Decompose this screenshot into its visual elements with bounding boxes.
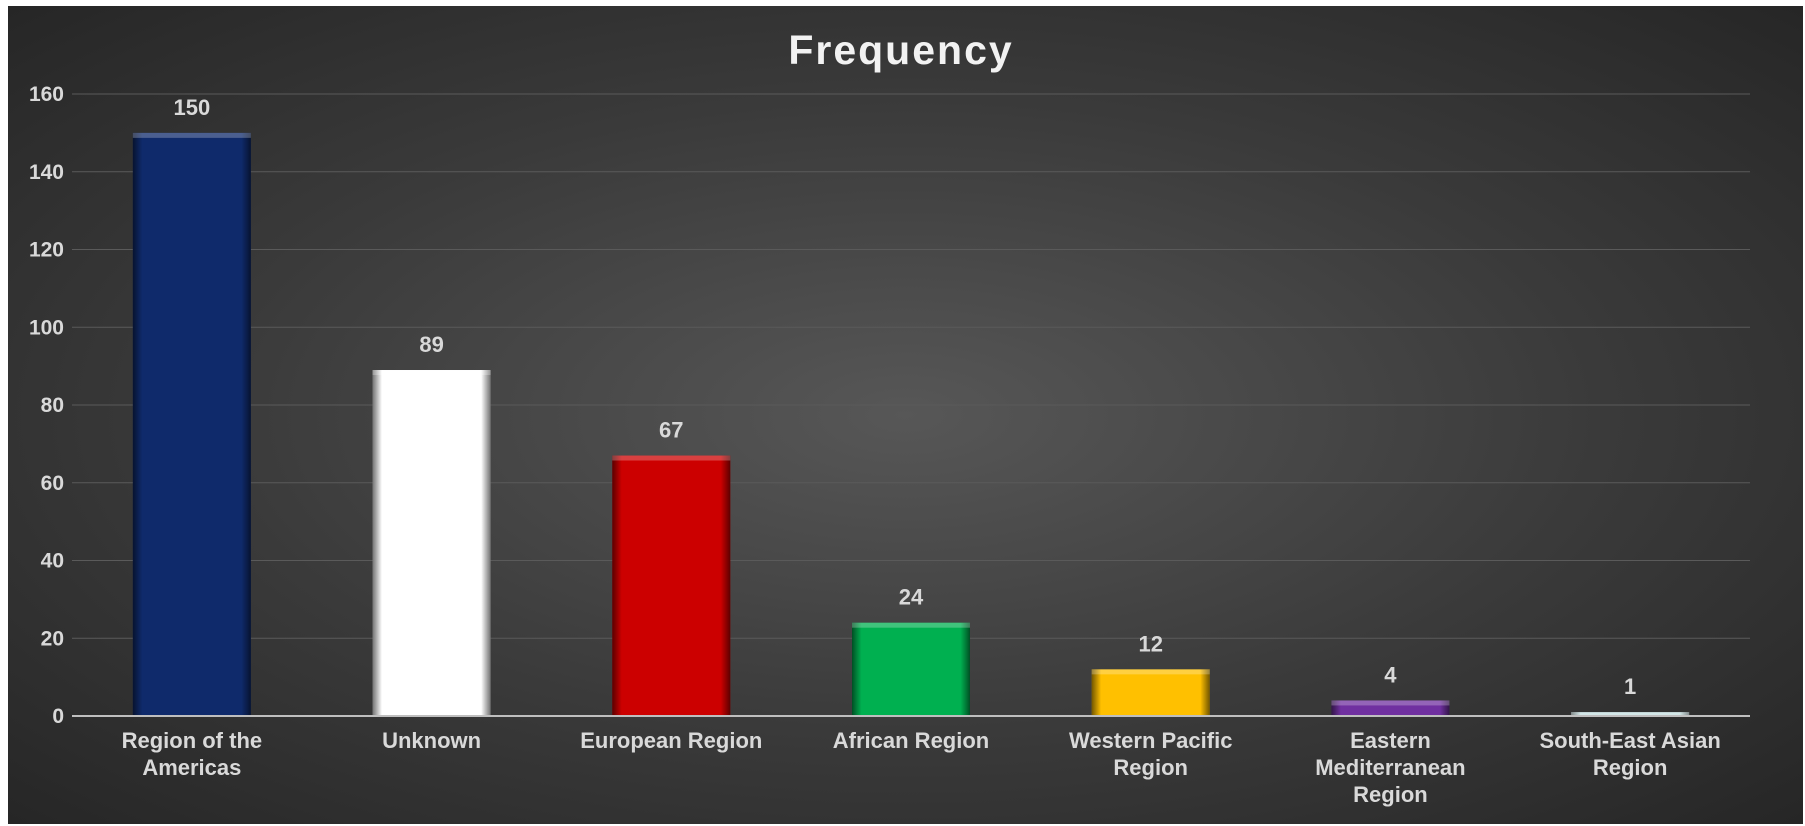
bar-bevel	[132, 132, 251, 716]
bar-chart: 150 89 67 24 12 4 1 0 20 40 60 80 100 120 140 160 Regi…	[29, 27, 1750, 807]
y-tick-label: 40	[41, 550, 64, 573]
data-label: 24	[899, 585, 924, 610]
y-tick-label: 60	[41, 472, 64, 495]
bar-bevel	[1331, 700, 1450, 716]
bar-bevel	[1571, 712, 1690, 716]
data-label: 12	[1138, 631, 1162, 656]
y-tick-label: 120	[29, 239, 64, 262]
x-category-label: Western Pacific	[1069, 728, 1232, 753]
data-label: 89	[419, 332, 443, 357]
chart-title: Frequency	[788, 27, 1013, 73]
data-labels: 150 89 67 24 12 4 1	[173, 95, 1636, 699]
x-category-label: Region	[1113, 755, 1188, 780]
y-tick-label: 140	[29, 161, 64, 184]
bar-top-highlight	[852, 622, 970, 628]
x-category-label: Eastern	[1350, 728, 1431, 753]
chart-area: 150 89 67 24 12 4 1 0 20 40 60 80 100 120 140 160 Regi…	[8, 6, 1803, 824]
bar-bevel	[852, 622, 970, 716]
bar-bevel	[1091, 669, 1210, 716]
x-category-label: Region of the	[122, 728, 263, 753]
y-tick-label: 100	[29, 316, 64, 339]
bar-top-highlight	[372, 370, 491, 376]
bar-top-highlight	[612, 455, 731, 461]
bar-top-highlight	[1331, 700, 1450, 706]
x-category-label: South-East Asian	[1539, 728, 1720, 753]
x-category-label: Unknown	[382, 728, 481, 753]
gridlines	[72, 93, 1750, 639]
data-label: 67	[659, 418, 683, 443]
y-axis-ticks: 0 20 40 60 80 100 120 140 160	[29, 83, 64, 728]
x-category-label: European Region	[580, 728, 762, 753]
y-tick-label: 0	[52, 705, 64, 728]
bars	[132, 132, 1690, 716]
x-category-label: Americas	[142, 755, 241, 780]
bar-bevel	[372, 370, 491, 716]
x-category-label: Region	[1353, 782, 1428, 807]
x-category-label: Region	[1593, 755, 1668, 780]
bar-top-highlight	[132, 132, 251, 138]
y-tick-label: 80	[41, 394, 64, 417]
y-tick-label: 160	[29, 83, 64, 106]
x-category-label: Mediterranean	[1315, 755, 1465, 780]
data-label: 4	[1384, 662, 1397, 687]
x-category-label: African Region	[833, 728, 989, 753]
bar-top-highlight	[1091, 669, 1210, 675]
y-tick-label: 20	[41, 627, 64, 650]
bar-bevel	[612, 455, 731, 716]
data-label: 1	[1624, 674, 1636, 699]
data-label: 150	[173, 95, 210, 120]
bar-top-highlight	[1571, 712, 1690, 716]
